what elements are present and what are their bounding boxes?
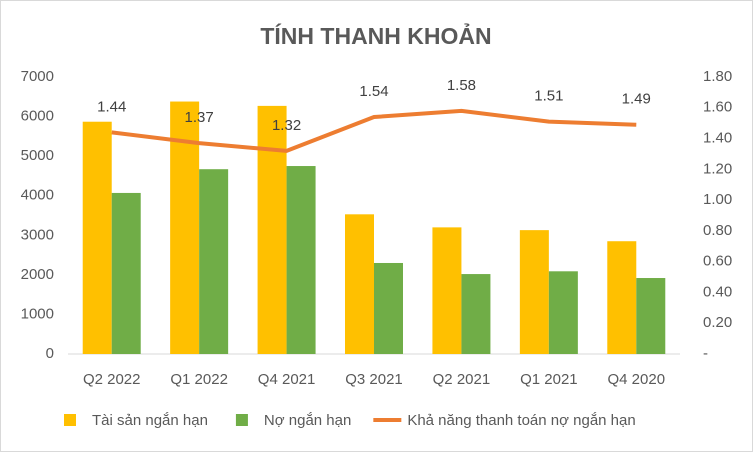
x-tick-label: Q2 2021: [433, 371, 491, 388]
y-tick-label: 6000: [21, 108, 54, 125]
bar: [607, 241, 637, 354]
bar: [82, 121, 112, 354]
bar: [199, 169, 229, 354]
data-label: 1.37: [185, 109, 214, 126]
data-label: 1.49: [622, 91, 651, 108]
x-tick-label: Q1 2021: [520, 371, 578, 388]
y-tick-label: 4000: [21, 187, 54, 204]
y2-tick-label: 0.80: [703, 222, 732, 239]
bar: [374, 262, 403, 354]
bar: [461, 274, 491, 354]
y-tick-label: 2000: [21, 266, 54, 283]
y-tick-label: 0: [46, 345, 54, 362]
data-label: 1.32: [272, 117, 301, 134]
bar: [345, 214, 374, 354]
legend-label: Nợ ngắn hạn: [264, 412, 351, 429]
y2-tick-label: 0.60: [703, 253, 732, 270]
y-tick-label: 7000: [21, 68, 54, 85]
y2-tick-label: 1.40: [703, 130, 732, 147]
line: [111, 108, 637, 153]
data-label: 1.44: [97, 98, 126, 115]
legend-swatch: [64, 414, 76, 426]
y-tick-label: 5000: [21, 147, 54, 164]
y2-tick-label: 0.40: [703, 283, 732, 300]
x-tick-label: Q4 2021: [258, 371, 316, 388]
x-tick-label: Q3 2021: [345, 371, 403, 388]
bar: [636, 278, 666, 354]
bar: [257, 105, 287, 354]
y2-tick-label: 1.60: [703, 99, 732, 116]
x-tick-label: Q4 2020: [608, 371, 666, 388]
y2-tick-label: 1.00: [703, 191, 732, 208]
x-tick-label: Q2 2022: [83, 371, 141, 388]
data-label: 1.54: [359, 83, 388, 100]
x-tick-label: Q1 2022: [170, 371, 228, 388]
bar: [548, 271, 578, 354]
chart-title: TÍNH THANH KHOẢN: [260, 21, 491, 49]
y2-tick-label: 1.20: [703, 160, 732, 177]
bar: [519, 230, 549, 354]
y2-tick-label: -: [703, 345, 708, 362]
bar: [286, 166, 316, 354]
y-tick-label: 3000: [21, 226, 54, 243]
legend-label: Tài sản ngắn hạn: [92, 412, 208, 429]
data-label: 1.51: [534, 88, 563, 105]
y2-tick-label: 0.20: [703, 314, 732, 331]
bar: [432, 227, 462, 354]
data-label: 1.58: [447, 77, 476, 94]
bar: [111, 192, 141, 354]
y2-tick-label: 1.80: [703, 68, 732, 85]
y-tick-label: 1000: [21, 305, 54, 322]
legend-label: Khả năng thanh toán nợ ngắn hạn: [407, 412, 635, 429]
legend-swatch: [235, 414, 248, 426]
